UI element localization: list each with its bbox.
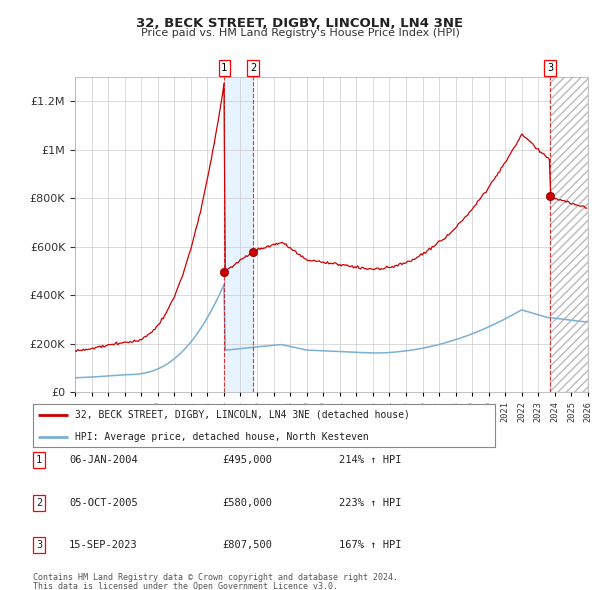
Text: 167% ↑ HPI: 167% ↑ HPI: [339, 540, 401, 550]
Bar: [224, 77, 253, 392]
Text: This data is licensed under the Open Government Licence v3.0.: This data is licensed under the Open Gov…: [33, 582, 338, 590]
Text: £495,000: £495,000: [222, 455, 272, 465]
Text: 1: 1: [36, 455, 42, 465]
Text: 06-JAN-2004: 06-JAN-2004: [69, 455, 138, 465]
Text: 15-SEP-2023: 15-SEP-2023: [69, 540, 138, 550]
Bar: [550, 77, 588, 392]
Text: HPI: Average price, detached house, North Kesteven: HPI: Average price, detached house, Nort…: [74, 432, 368, 442]
Text: 3: 3: [547, 63, 553, 73]
Text: 32, BECK STREET, DIGBY, LINCOLN, LN4 3NE (detached house): 32, BECK STREET, DIGBY, LINCOLN, LN4 3NE…: [74, 410, 409, 419]
Text: 223% ↑ HPI: 223% ↑ HPI: [339, 498, 401, 507]
Text: 1: 1: [221, 63, 227, 73]
Text: Contains HM Land Registry data © Crown copyright and database right 2024.: Contains HM Land Registry data © Crown c…: [33, 573, 398, 582]
Text: 32, BECK STREET, DIGBY, LINCOLN, LN4 3NE: 32, BECK STREET, DIGBY, LINCOLN, LN4 3NE: [136, 17, 464, 30]
Text: 05-OCT-2005: 05-OCT-2005: [69, 498, 138, 507]
Text: 214% ↑ HPI: 214% ↑ HPI: [339, 455, 401, 465]
Bar: [550, 77, 588, 392]
Text: 2: 2: [250, 63, 256, 73]
Text: 3: 3: [36, 540, 42, 550]
Text: 2: 2: [36, 498, 42, 507]
Text: £580,000: £580,000: [222, 498, 272, 507]
Text: £807,500: £807,500: [222, 540, 272, 550]
Text: Price paid vs. HM Land Registry's House Price Index (HPI): Price paid vs. HM Land Registry's House …: [140, 28, 460, 38]
